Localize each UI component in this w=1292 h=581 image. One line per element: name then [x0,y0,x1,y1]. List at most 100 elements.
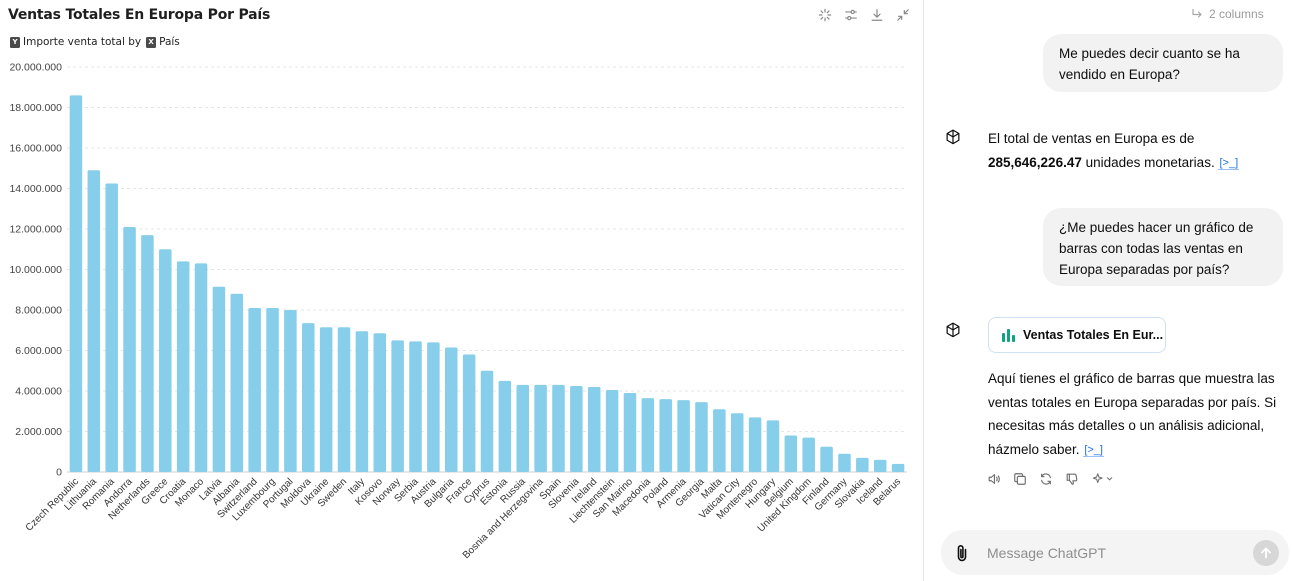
bar-albania[interactable] [230,293,244,472]
bar-san-marino[interactable] [623,393,637,472]
message-input[interactable] [987,542,1237,564]
bar-vatican-city[interactable] [730,413,744,472]
sales-total-value: 285,646,226.47 [988,154,1082,170]
bar-italy[interactable] [355,331,369,472]
chart-encoding-legend: Y Importe venta total by X País [10,36,180,48]
assistant-message-2: Aquí tienes el gráfico de barras que mue… [988,367,1284,461]
chatgpt-logo-icon [942,319,964,341]
bar-andorra[interactable] [123,226,136,472]
bar-chart: 0 2.000.000 4.000.000 6.000.000 8.000.000 10.… [9,62,907,561]
bar-slovakia[interactable] [856,457,869,472]
y-tick-label: 14.000.000 [9,183,62,195]
bar-serbia[interactable] [409,341,422,472]
chart-attachment-card[interactable]: Ventas Totales En Eur... [988,317,1166,353]
bar-estonia[interactable] [498,380,512,472]
bar-bosnia-and-herzegovina[interactable] [534,384,547,472]
bar-lithuania[interactable] [87,170,101,472]
bar-poland[interactable] [659,399,672,472]
y-tick-label: 16.000.000 [9,143,62,155]
panel-divider [923,0,924,581]
bar-montenegro[interactable] [748,417,762,472]
assistant-1-text-start: El total de ventas en Europa es de [988,131,1195,146]
copy-icon[interactable] [1012,471,1028,487]
bar-armenia[interactable] [677,400,690,472]
sliders-icon[interactable] [843,7,859,23]
bar-greece[interactable] [159,249,172,472]
return-arrow-icon [1192,8,1202,18]
y-tick-label: 6.000.000 [15,345,62,357]
message-actions [986,471,1116,487]
y-tick-label: 8.000.000 [15,305,62,317]
x-axis-chip: X [146,36,157,48]
chart-panel: Ventas Totales En Europa Por País Y Impo… [8,7,911,562]
bar-spain[interactable] [552,384,565,472]
user-message-1: Me puedes decir cuanto se ha vendido en … [1043,34,1283,92]
chart-card-label: Ventas Totales En Eur... [1023,328,1164,342]
bar-switzerland[interactable] [248,307,261,472]
bar-iceland[interactable] [873,459,887,472]
y-tick-label: 10.000.000 [9,264,62,276]
columns-hint[interactable]: 2 columns [1191,7,1264,21]
read-aloud-icon[interactable] [986,471,1002,487]
bar-liechtenstein[interactable] [605,389,619,472]
x-axis-field: País [159,36,180,48]
chatgpt-logo-icon [942,126,964,148]
y-tick-label: 18.000.000 [9,102,62,114]
bar-united-kingdom[interactable] [802,437,815,472]
collapse-icon[interactable] [895,7,911,23]
bar-latvia[interactable] [212,286,226,472]
bar-belarus[interactable] [891,463,905,472]
code-citation-button[interactable]: [>_] [1218,156,1240,170]
thumbs-down-icon[interactable] [1064,471,1080,487]
bar-malta[interactable] [713,409,726,472]
bar-romania[interactable] [105,183,118,472]
bar-austria[interactable] [427,342,440,472]
sparkle-icon[interactable] [817,7,833,23]
bar-france[interactable] [462,354,476,472]
arrow-up-icon [1261,547,1271,559]
message-composer [941,530,1289,575]
code-citation-button[interactable]: [>_] [1083,443,1104,457]
y-tick-label: 2.000.000 [15,426,62,438]
bar-czech-republic[interactable] [69,95,83,472]
chart-toolbar [817,7,911,23]
bar-luxembourg[interactable] [266,307,279,472]
bar-monaco[interactable] [194,263,208,472]
assistant-message-1: El total de ventas en Europa es de 285,6… [988,127,1284,174]
chart-title: Ventas Totales En Europa Por País [8,7,271,23]
bar-georgia[interactable] [695,402,708,472]
bar-ukraine[interactable] [319,327,333,472]
y-tick-label: 12.000.000 [9,224,62,236]
bar-germany[interactable] [838,453,851,472]
bar-sweden[interactable] [337,327,351,472]
bar-macedonia[interactable] [641,398,655,472]
assistant-2-text: Aquí tienes el gráfico de barras que mue… [988,371,1277,457]
bar-chart-icon [1002,328,1015,342]
model-switch-sparkle-icon[interactable] [1090,471,1116,487]
bar-hungary[interactable] [766,420,780,472]
send-button[interactable] [1253,540,1279,566]
bar-portugal[interactable] [284,310,297,472]
bar-netherlands[interactable] [141,235,154,472]
y-tick-label: 4.000.000 [15,386,62,398]
columns-hint-label: 2 columns [1209,7,1264,21]
bar-russia[interactable] [516,384,529,472]
bar-croatia[interactable] [176,261,190,472]
y-axis-field: Importe venta total by [23,36,142,48]
bar-moldova[interactable] [302,323,315,472]
bar-ireland[interactable] [587,386,601,472]
assistant-1-text-end: unidades monetarias. [1085,154,1215,170]
bar-belgium[interactable] [784,435,798,472]
bar-kosovo[interactable] [373,333,387,472]
y-tick-label: 20.000.000 [9,62,62,74]
user-message-2: ¿Me puedes hacer un gráfico de barras co… [1043,208,1283,286]
chat-panel: 2 columns Me puedes decir cuanto se ha v… [924,0,1292,581]
bar-cyprus[interactable] [480,370,494,472]
bar-slovenia[interactable] [570,385,583,472]
download-icon[interactable] [869,7,885,23]
bar-finland[interactable] [820,446,833,472]
bar-bulgaria[interactable] [445,347,458,472]
bar-norway[interactable] [391,340,404,472]
regenerate-icon[interactable] [1038,471,1054,487]
paperclip-icon[interactable] [953,543,971,563]
